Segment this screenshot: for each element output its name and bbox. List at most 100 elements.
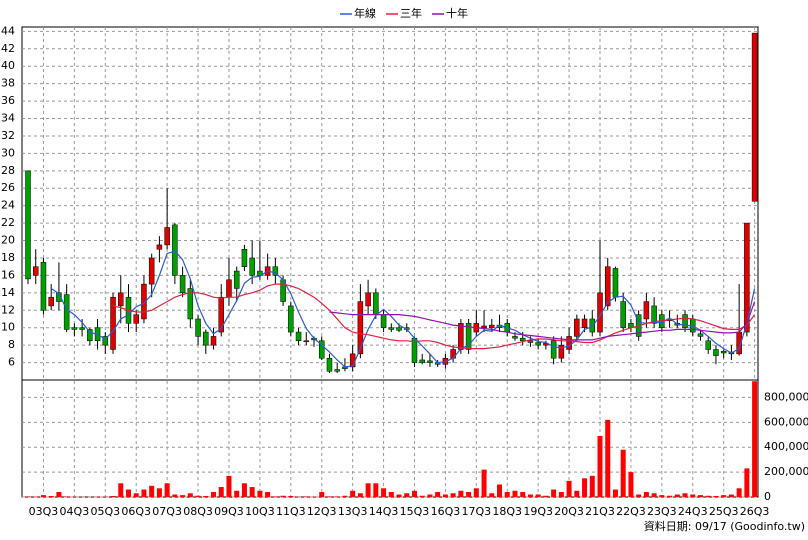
candle-body: [110, 296, 116, 350]
volume-bar: [288, 496, 294, 497]
volume-bar: [396, 494, 402, 497]
candle-body: [156, 244, 163, 250]
volume-bar: [125, 489, 131, 497]
candle-body: [249, 257, 255, 276]
volume-bar: [427, 494, 433, 497]
volume-bar: [40, 495, 46, 497]
candle-body: [148, 257, 155, 285]
candle-body: [458, 323, 464, 350]
volume-bar: [373, 483, 379, 497]
x-tick-label: 23Q3: [647, 505, 677, 518]
candle-body: [388, 327, 395, 330]
volume-bar: [535, 494, 541, 497]
volume-bar: [466, 492, 472, 497]
candle-body: [203, 331, 209, 346]
volume-bar: [234, 490, 240, 497]
x-tick-label: 10Q3: [245, 505, 275, 518]
volume-bar: [574, 490, 580, 497]
candle-body: [465, 323, 472, 350]
y-tick-label: 26: [1, 181, 15, 194]
candle-body: [87, 329, 93, 342]
candle-body: [365, 292, 371, 307]
candle-body: [651, 305, 657, 324]
volume-bar: [589, 475, 595, 497]
y-tick-label: 22: [1, 216, 15, 229]
y-tick-label: 38: [1, 77, 15, 90]
volume-bar: [203, 496, 209, 497]
candle-body: [48, 296, 54, 307]
y-tick-label: 34: [1, 112, 15, 125]
y-tick-label: 12: [1, 303, 15, 316]
candle-body: [295, 331, 302, 342]
volume-bar: [489, 493, 495, 497]
candle-body: [226, 279, 232, 298]
volume-bar: [365, 483, 371, 497]
volume-bar: [56, 492, 62, 497]
volume-bar: [180, 495, 186, 497]
candle-body: [195, 318, 201, 337]
candle-body: [620, 301, 626, 328]
candle-body: [419, 359, 425, 363]
y-tick-label: 14: [1, 286, 15, 299]
volume-bar: [582, 478, 588, 497]
x-tick-label: 03Q3: [29, 505, 59, 518]
x-tick-label: 26Q3: [740, 505, 770, 518]
candle-body: [489, 324, 495, 328]
candle-body: [519, 337, 526, 342]
candle-body: [288, 305, 294, 333]
y2-tick-label: 400,000: [764, 440, 808, 453]
candle-body: [56, 292, 62, 302]
volume-bar: [690, 494, 696, 497]
volume-bar: [636, 494, 642, 497]
x-tick-label: 24Q3: [678, 505, 708, 518]
y-tick-label: 42: [1, 42, 15, 55]
footer: 資料日期: 09/17 (Goodinfo.tw): [644, 519, 805, 533]
volume-bar: [612, 489, 618, 497]
volume-bar: [218, 487, 224, 497]
volume-bar: [357, 493, 363, 497]
candle-body: [133, 314, 139, 324]
volume-bar: [326, 496, 332, 497]
x-tick-label: 25Q3: [709, 505, 739, 518]
volume-bar: [543, 495, 549, 497]
candle-body: [141, 283, 147, 320]
volume-bar: [512, 490, 518, 497]
candle-body: [164, 227, 170, 246]
x-tick-label: 11Q3: [276, 505, 306, 518]
volume-bar: [265, 492, 271, 497]
volume-bar: [211, 492, 217, 497]
candle-body: [79, 327, 85, 330]
volume-bar: [404, 493, 410, 497]
x-tick-label: 19Q3: [523, 505, 553, 518]
volume-bar: [520, 492, 526, 497]
candle-body: [179, 275, 186, 294]
volume-bar: [118, 483, 124, 497]
x-tick-label: 20Q3: [554, 505, 584, 518]
volume-bar: [435, 492, 441, 497]
volume-bar: [643, 492, 649, 497]
candle-body: [481, 325, 487, 328]
volume-bar: [195, 495, 201, 497]
candle-body: [373, 292, 379, 315]
x-tick-label: 06Q3: [121, 505, 151, 518]
volume-bar: [272, 496, 278, 497]
volume-bar: [350, 490, 356, 497]
y-tick-label: 32: [1, 129, 15, 142]
volume-bar: [381, 488, 387, 497]
legend-label: 年線: [354, 6, 376, 20]
candle-body: [318, 340, 325, 359]
candle-body: [272, 266, 279, 276]
volume-bar: [605, 419, 611, 497]
volume-bar: [667, 495, 673, 497]
volume-bar: [497, 484, 503, 497]
volume-bar: [566, 480, 572, 497]
x-tick-label: 16Q3: [431, 505, 461, 518]
y-tick-label: 16: [1, 268, 15, 281]
volume-bar: [659, 495, 665, 497]
volume-bar: [334, 496, 340, 497]
candle-body: [118, 292, 124, 307]
volume-bar: [25, 496, 31, 497]
volume-bar: [149, 485, 155, 497]
x-tick-label: 05Q3: [90, 505, 120, 518]
